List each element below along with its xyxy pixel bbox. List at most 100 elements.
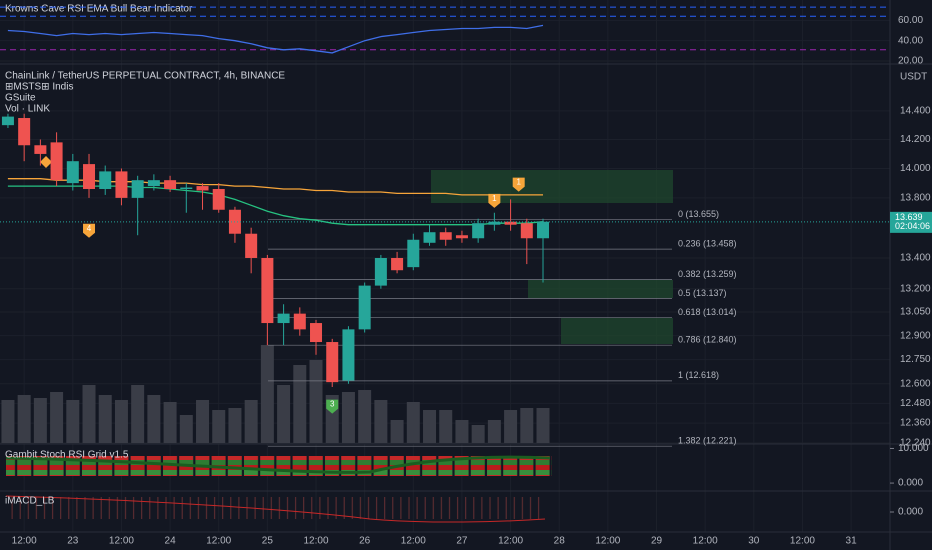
moving-average: [7, 185, 544, 226]
candle-body: [1, 116, 14, 126]
volume-bar: [520, 408, 534, 443]
chart-title: ChainLink / TetherUS PERPETUAL CONTRACT,…: [5, 71, 285, 82]
fib-label: 1.382 (12.221): [678, 436, 737, 446]
volume-bar: [504, 410, 518, 443]
candle-body: [537, 221, 550, 239]
candle-body: [245, 233, 258, 258]
volume-bar: [358, 390, 372, 443]
last-price: 13.639: [895, 212, 923, 222]
candle-body: [520, 223, 533, 239]
candle-body: [277, 313, 290, 324]
volume-bar: [228, 408, 242, 443]
x-tick-label: 12:00: [498, 536, 523, 547]
volume-bar: [1, 400, 15, 443]
fib-label: 0.5 (13.137): [678, 288, 727, 298]
candle-body: [66, 161, 79, 184]
candle-body: [488, 221, 501, 225]
signal-marker: [512, 177, 525, 192]
volume-bar: [244, 400, 258, 443]
fib-label: 0.786 (12.840): [678, 335, 737, 345]
candle-body: [293, 313, 306, 330]
candle-body: [18, 118, 31, 146]
candle-body: [261, 257, 274, 324]
y-tick-label: 14.000: [900, 163, 931, 174]
candle-body: [310, 323, 323, 343]
volume-bar: [33, 398, 47, 443]
signal-text: 1: [516, 178, 521, 187]
candle-body: [374, 257, 387, 286]
volume-bar: [487, 420, 501, 443]
x-tick-label: 23: [67, 536, 79, 547]
volume-bar: [131, 385, 145, 443]
y-tick-label: 14.400: [900, 106, 931, 117]
rsi-line: [7, 24, 544, 54]
volume-bar: [196, 400, 210, 443]
x-tick-label: 12:00: [401, 536, 426, 547]
signal-text: 1: [492, 194, 497, 203]
volume-bar: [17, 395, 31, 443]
candle-body: [407, 239, 420, 268]
volume-bar: [293, 365, 307, 443]
volume-bar: [471, 425, 485, 443]
candle-body: [212, 189, 225, 210]
pane-title: Krowns Cave RSI EMA Bull Bear Indicator: [5, 4, 193, 15]
signal-text: 3: [330, 400, 335, 409]
candle-body: [391, 257, 404, 271]
x-tick-label: 12:00: [12, 536, 37, 547]
zone: [561, 318, 673, 344]
candle-body: [131, 180, 144, 198]
x-tick-label: 12:00: [595, 536, 620, 547]
x-tick-label: 12:00: [109, 536, 134, 547]
stoch-grid: [6, 456, 552, 476]
candle-body: [342, 329, 355, 381]
y-tick-label: 0.000: [898, 478, 923, 489]
volume-bar: [260, 345, 274, 443]
x-tick-label: 27: [456, 536, 468, 547]
x-tick-label: 12:00: [693, 536, 718, 547]
volume-bar: [374, 400, 388, 443]
macd-histogram: [6, 497, 546, 519]
marker: [40, 156, 52, 168]
volume-bar: [406, 402, 420, 443]
x-tick-label: 28: [554, 536, 566, 547]
y-tick-label: 13.050: [900, 307, 931, 318]
candle-body: [164, 180, 177, 190]
candle-body: [326, 342, 339, 383]
fib-label: 0.382 (13.259): [678, 269, 737, 279]
x-tick-label: 30: [748, 536, 760, 547]
fib-label: 1 (12.618): [678, 370, 719, 380]
countdown: 02:04:06: [895, 221, 930, 231]
y-tick-label: 12.240: [900, 438, 931, 449]
indicator-label: ⊞MSTS⊞ Indis: [5, 82, 73, 93]
candle-body: [50, 142, 63, 181]
axis-unit: USDT: [900, 72, 927, 83]
volume-bar: [341, 392, 355, 443]
indicator-label: GSuite: [5, 93, 36, 104]
fib-label: 0.618 (13.014): [678, 307, 737, 317]
candle-body: [439, 232, 452, 240]
x-tick-label: 12:00: [790, 536, 815, 547]
candle-body: [196, 186, 209, 191]
y-tick-label: 12.480: [900, 398, 931, 409]
zone: [431, 170, 673, 203]
y-tick-label: 40.00: [898, 35, 923, 46]
volume-bar: [309, 360, 323, 443]
price-tag: [890, 211, 932, 233]
y-tick-label: 13.400: [900, 253, 931, 264]
y-tick-label: 14.200: [900, 134, 931, 145]
stoch-line: [5, 455, 551, 474]
y-tick-label: 12.900: [900, 330, 931, 341]
volume-bar: [114, 400, 128, 443]
y-tick-label: 20.00: [898, 56, 923, 67]
x-tick-label: 26: [359, 536, 371, 547]
macd-line: [5, 495, 546, 523]
volume-bar: [277, 385, 291, 443]
volume-bar: [163, 402, 177, 443]
volume-bar: [455, 420, 469, 443]
volume-bar: [50, 392, 64, 443]
volume-bar: [82, 385, 96, 443]
y-tick-label: 12.360: [900, 418, 931, 429]
signal-marker: [326, 399, 339, 414]
y-tick-label: 13.800: [900, 193, 931, 204]
x-tick-label: 12:00: [304, 536, 329, 547]
